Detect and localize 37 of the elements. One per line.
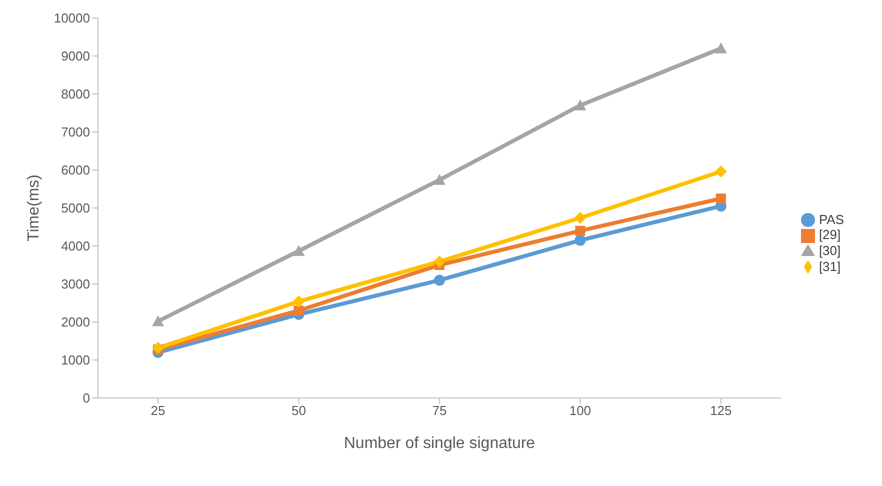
legend-label: [29] <box>818 227 841 242</box>
x-tick-label: 100 <box>569 403 592 418</box>
y-tick-label: 5000 <box>61 200 90 216</box>
legend-label: PAS <box>818 212 844 227</box>
legend-label: [30] <box>818 243 841 258</box>
point <box>714 42 727 54</box>
y-axis-title: Time(ms) <box>26 174 43 242</box>
y-tick-label: 1000 <box>61 352 90 368</box>
x-axis-title: Number of single signature <box>344 435 536 452</box>
point <box>433 174 446 185</box>
y-tick-label: 4000 <box>61 238 90 254</box>
y-tick-label: 0 <box>82 390 90 406</box>
point <box>434 274 445 286</box>
y-tick-label: 7000 <box>61 124 90 140</box>
point <box>716 194 726 204</box>
point <box>433 256 446 268</box>
point <box>292 244 305 256</box>
point <box>574 99 586 110</box>
x-tick-label: 50 <box>292 403 306 418</box>
y-tick-label: 3000 <box>61 276 90 292</box>
legend-label: [31] <box>818 258 841 274</box>
y-tick-label: 8000 <box>61 86 90 102</box>
x-tick-label: 125 <box>710 403 732 418</box>
point <box>152 342 164 354</box>
y-tick-label: 10000 <box>54 10 90 26</box>
x-tick-label: 75 <box>432 403 447 418</box>
point <box>574 212 586 224</box>
y-tick-label: 2000 <box>61 314 90 330</box>
point <box>294 306 304 316</box>
point <box>574 234 586 246</box>
point <box>152 315 164 326</box>
y-tick-label: 6000 <box>61 162 90 178</box>
x-tick-label: 25 <box>150 403 166 418</box>
point <box>292 295 305 308</box>
y-tick-label: 9000 <box>61 48 90 64</box>
point <box>575 226 586 236</box>
point <box>714 166 727 178</box>
